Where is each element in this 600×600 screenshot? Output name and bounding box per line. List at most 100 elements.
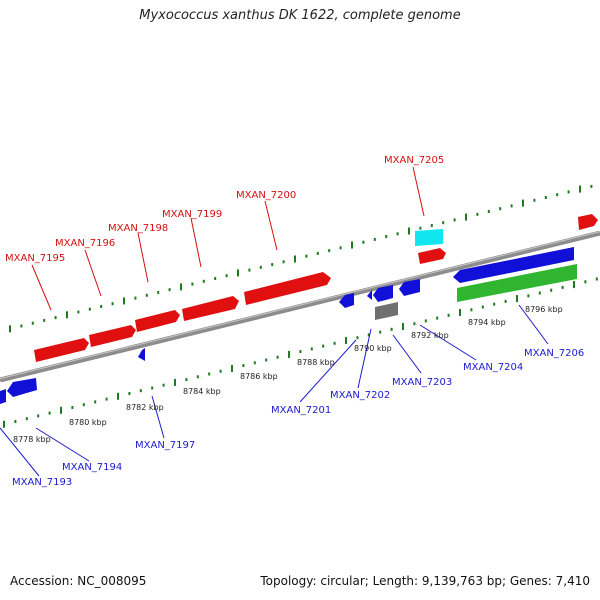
major-tick [351,241,353,249]
minor-tick [111,302,114,306]
minor-tick [202,279,205,283]
minor-tick [367,333,370,337]
gene-label[interactable]: MXAN_7206 [524,348,584,359]
major-tick [579,185,581,193]
rna-feature-cyan[interactable] [415,229,443,246]
gene-MXAN_7202[interactable] [367,290,372,300]
label-leader-lines [0,166,549,477]
gene-label[interactable]: MXAN_7202 [330,390,390,401]
major-tick [465,213,467,221]
minor-tick [242,364,245,368]
major-tick [402,323,404,330]
gene-label[interactable]: MXAN_7204 [463,362,523,373]
minor-tick [20,324,23,328]
gene-MXAN_7199[interactable] [182,296,239,321]
minor-tick [265,358,268,362]
minor-tick [71,406,74,409]
gene-MXAN_7194[interactable] [7,378,37,397]
gene-label[interactable]: MXAN_7195 [5,253,65,264]
gene-features-forward [34,214,598,362]
minor-tick [157,291,160,294]
minor-tick [43,318,46,322]
gene-label[interactable]: MXAN_7201 [271,405,331,416]
kbp-label: 8790 kbp [354,344,392,353]
minor-tick [470,308,473,312]
major-tick [9,325,11,333]
minor-tick [276,355,279,359]
major-tick [231,364,233,372]
minor-tick [88,307,91,311]
gene-label[interactable]: MXAN_7193 [12,477,72,488]
minor-tick [48,411,51,415]
minor-tick [533,198,536,202]
minor-tick [225,274,228,278]
gene-next-forward[interactable] [578,214,598,230]
minor-tick [253,361,256,365]
minor-tick [100,305,103,308]
gene-MXAN_7201[interactable] [339,293,354,308]
gene-MXAN_7193[interactable] [0,389,6,404]
minor-tick [248,268,251,272]
pseudogene-feature-gray[interactable] [375,302,398,320]
minor-tick [322,344,325,348]
major-tick [294,255,296,263]
minor-tick [379,330,382,334]
gene-MXAN_7200[interactable] [244,272,331,305]
minor-tick [31,321,34,325]
lower-tick-track [3,277,598,428]
gene-label[interactable]: MXAN_7200 [236,190,296,201]
minor-tick [550,288,553,292]
major-tick [174,378,176,386]
minor-tick [481,305,484,309]
minor-tick [527,294,530,298]
major-tick [237,269,239,277]
gene-MXAN_7195[interactable] [34,338,89,362]
minor-tick [396,232,399,236]
minor-tick [385,235,388,239]
genome-summary-text: Topology: circular; Length: 9,139,763 bp… [260,574,590,588]
major-tick [180,283,182,291]
upper-tick-track [9,184,593,333]
minor-tick [419,226,422,230]
minor-tick [151,386,154,390]
minor-tick [259,265,262,269]
minor-tick [25,417,28,421]
gene-label[interactable]: MXAN_7198 [108,223,168,234]
minor-tick [208,372,211,376]
gene-label[interactable]: MXAN_7194 [62,462,122,473]
gene-MXAN_7205[interactable] [418,248,446,264]
minor-tick [316,251,319,255]
gene-labels-reverse: MXAN_7193 MXAN_7194 MXAN_7197 MXAN_7201 … [12,348,584,488]
minor-tick [584,280,587,284]
minor-tick [590,184,593,188]
minor-tick [128,392,131,395]
gene-label[interactable]: MXAN_7197 [135,440,195,451]
gene-MXAN_7204[interactable] [399,279,420,296]
kbp-label: 8792 kbp [411,331,449,340]
minor-tick [310,347,313,351]
gene-MXAN_7203[interactable] [373,285,393,302]
gene-labels-forward: MXAN_7195 MXAN_7196 MXAN_7198 MXAN_7199 … [5,155,444,264]
kbp-scale-labels: 8778 kbp 8780 kbp 8782 kbp 8784 kbp 8786… [13,305,563,444]
gene-label[interactable]: MXAN_7203 [392,377,452,388]
gene-label[interactable]: MXAN_7199 [162,209,222,220]
minor-tick [168,288,171,292]
gene-MXAN_7197[interactable] [138,348,145,361]
major-tick [516,295,518,303]
minor-tick [424,319,427,323]
minor-tick [356,336,359,340]
minor-tick [390,327,393,331]
kbp-label: 8782 kbp [126,403,164,412]
kbp-label: 8794 kbp [468,318,506,327]
gene-features-reverse [0,247,574,404]
gene-label[interactable]: MXAN_7196 [55,238,115,249]
minor-tick [333,341,336,345]
rna-feature-green[interactable] [457,264,577,302]
minor-tick [282,260,285,264]
gene-MXAN_7198[interactable] [135,310,180,332]
minor-tick [447,313,450,317]
gene-label[interactable]: MXAN_7205 [384,155,444,166]
gene-MXAN_7206[interactable] [453,247,574,283]
minor-tick [373,237,376,241]
gene-MXAN_7196[interactable] [89,325,136,347]
